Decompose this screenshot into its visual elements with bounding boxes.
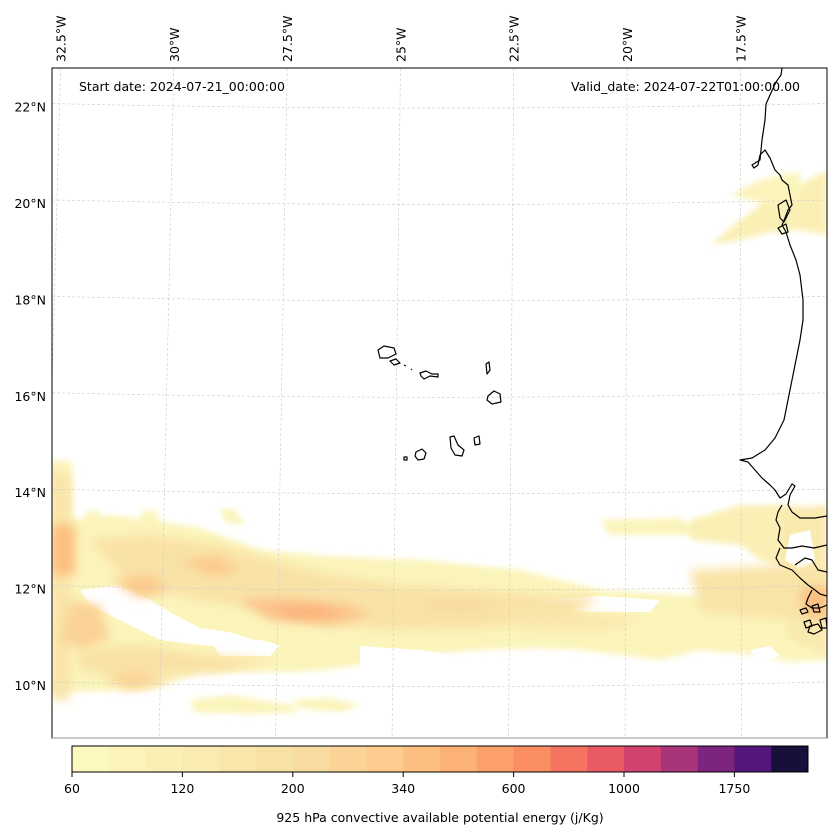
island-maio [473, 435, 481, 446]
parallel-line [52, 585, 827, 591]
cape-verde-islands [377, 345, 502, 461]
colorbar-segment [256, 746, 294, 772]
latitude-labels: 22°N 20°N 18°N 16°N 14°N 12°N 10°N [14, 100, 46, 693]
parallel-line [52, 392, 827, 398]
colorbar-tick-label: 120 [170, 781, 194, 796]
parallel-line [52, 296, 827, 302]
colorbar-segment [660, 746, 699, 772]
colorbar-tick-label: 1750 [718, 781, 750, 796]
longitude-tick-label: 30°W [167, 27, 182, 62]
island-santiago [449, 435, 465, 457]
colorbar-segment [145, 746, 183, 772]
colorbar-segment [440, 746, 478, 772]
valid-date-label: Valid_date: 2024-07-22T01:00:00.00 [571, 79, 800, 94]
parallel-line [52, 681, 827, 687]
island-sao-nicolau [419, 370, 439, 380]
latitude-tick-label: 22°N [14, 100, 46, 115]
colorbar-segment [734, 746, 772, 772]
gambia-coastline [775, 504, 827, 549]
meridian-line [508, 68, 515, 738]
island-fogo [414, 448, 427, 461]
west-africa-coastline [739, 68, 827, 519]
cape-level-200-340 [52, 525, 827, 690]
colorbar-segment [219, 746, 257, 772]
coastlines [377, 68, 827, 635]
meridian-line [158, 68, 175, 738]
colorbar-segment [108, 746, 147, 772]
colorbar-tick-label: 340 [391, 781, 415, 796]
colorbar: 60 120 200 340 600 1000 1750 925 hPa convectiv… [64, 745, 809, 825]
longitude-tick-label: 25°W [393, 27, 408, 62]
longitude-tick-label: 20°W [620, 27, 635, 62]
longitude-tick-label: 17.5°W [733, 16, 748, 62]
colorbar-tick-label: 200 [281, 781, 305, 796]
longitude-tick-label: 27.5°W [280, 16, 295, 62]
colorbar-segment [72, 746, 110, 772]
latitude-tick-label: 18°N [14, 292, 46, 307]
colorbar-segment [329, 746, 367, 772]
latitude-tick-label: 12°N [14, 582, 46, 597]
island-sao-vicente [389, 358, 401, 366]
colorbar-ticks: 60 120 200 340 600 1000 1750 [64, 772, 750, 796]
colorbar-segments [72, 746, 809, 772]
meridian-line [740, 68, 742, 738]
start-date-label: Start date: 2024-07-21_00:00:00 [79, 79, 285, 94]
colorbar-frame [71, 745, 809, 773]
meridian-line [52, 68, 61, 397]
cape-field [52, 170, 827, 714]
island-santa-luzia [403, 364, 407, 367]
parallel-line [52, 488, 827, 494]
longitude-tick-label: 32.5°W [54, 16, 69, 62]
cape-level-60 [52, 170, 827, 714]
guinea-bissau-coastline [775, 547, 827, 597]
colorbar-segment [292, 746, 331, 772]
colorbar-tick-label: 60 [64, 781, 80, 796]
colorbar-segment [771, 746, 809, 772]
colorbar-segment [587, 746, 625, 772]
colorbar-segment [476, 746, 515, 772]
colorbar-segment [550, 746, 588, 772]
latitude-tick-label: 10°N [14, 678, 46, 693]
meridian-line [391, 68, 401, 738]
bijagos-islands [799, 603, 827, 635]
latitude-tick-label: 16°N [14, 389, 46, 404]
colorbar-tick-label: 1000 [608, 781, 640, 796]
island-sal [485, 361, 491, 375]
graticule [52, 68, 827, 738]
parallel-line [52, 199, 827, 205]
longitude-tick-label: 22.5°W [507, 16, 522, 62]
colorbar-segment [697, 746, 735, 772]
meridian-line [275, 68, 288, 738]
latitude-tick-label: 14°N [14, 485, 46, 500]
parallel-line [52, 103, 827, 109]
island-boa-vista [486, 390, 502, 405]
colorbar-title: 925 hPa convective available potential e… [276, 810, 603, 825]
island-santo-antao [377, 345, 397, 359]
colorbar-tick-label: 600 [502, 781, 526, 796]
island-sao-nicolau-east [410, 368, 413, 371]
latitude-tick-label: 20°N [14, 196, 46, 211]
meridian-line [624, 68, 628, 738]
colorbar-segment [513, 746, 551, 772]
colorbar-segment [366, 746, 404, 772]
colorbar-segment [182, 746, 220, 772]
island-brava [403, 456, 408, 461]
colorbar-segment [624, 746, 662, 772]
colorbar-segment [403, 746, 441, 772]
longitude-labels: 32.5°W 30°W 27.5°W 25°W 22.5°W 20°W 17.5°W [54, 16, 749, 62]
